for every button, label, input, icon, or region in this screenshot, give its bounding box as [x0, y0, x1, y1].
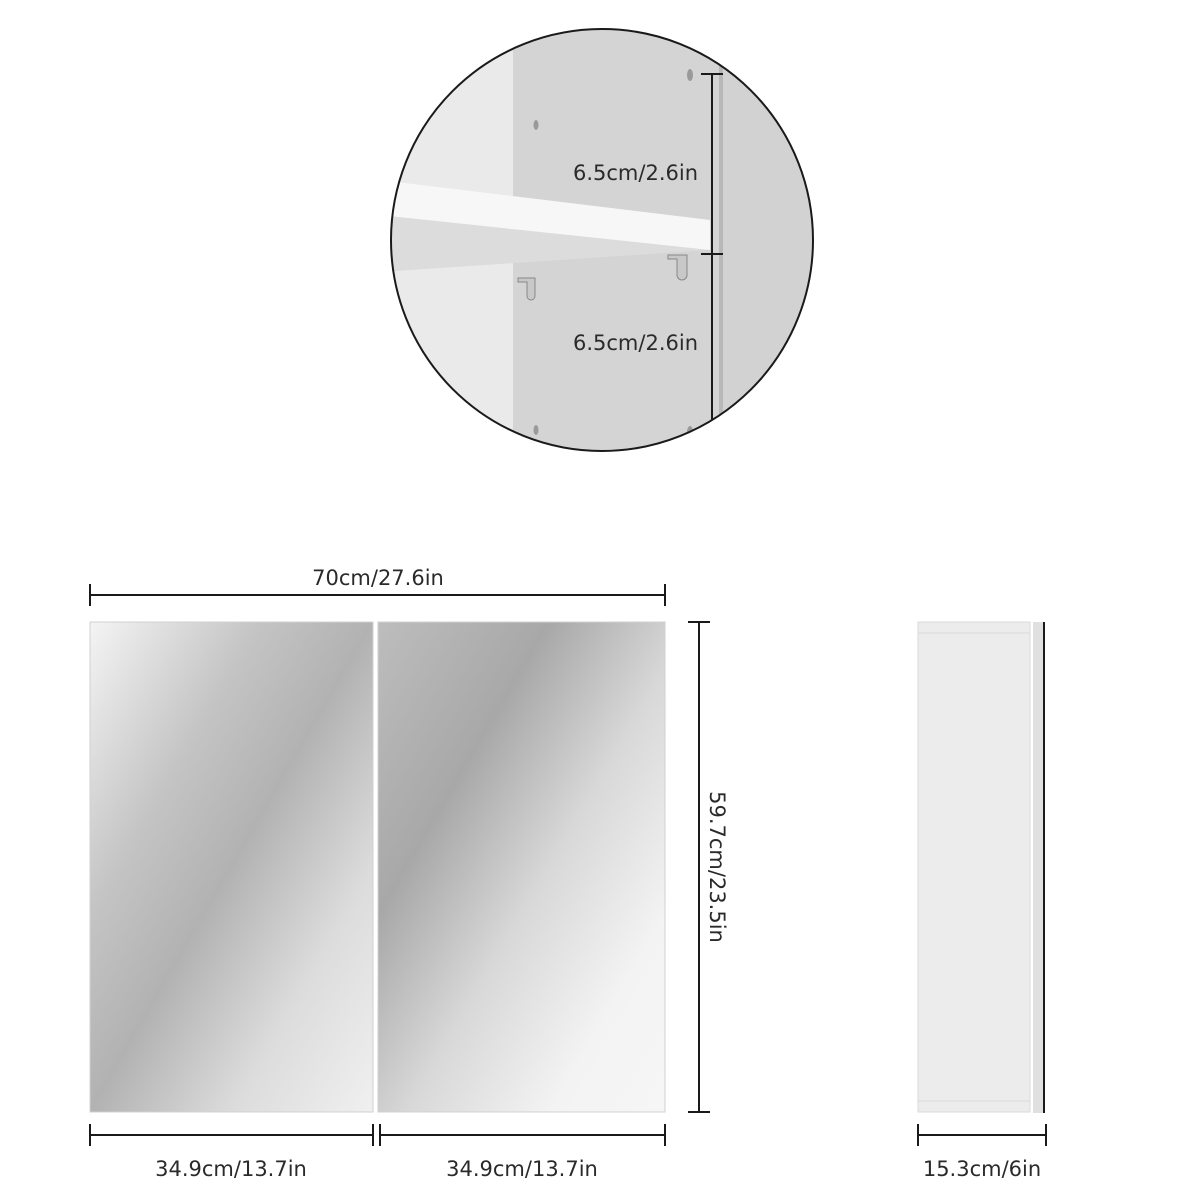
- door-width-dimension-lines: [89, 1124, 666, 1146]
- side-view: [917, 621, 1045, 1113]
- shelf-bracket-icon: [517, 254, 688, 301]
- shelf-gap-upper-label: 6.5cm/2.6in: [573, 161, 698, 185]
- shelf-underside: [391, 215, 710, 272]
- width-label: 70cm/27.6in: [312, 566, 444, 590]
- shelf-gap-lower-label: 6.5cm/2.6in: [573, 331, 698, 355]
- detail-circle-outline: [390, 28, 814, 452]
- right-door-width-label: 34.9cm/13.7in: [446, 1157, 598, 1181]
- door-edge: [723, 29, 813, 451]
- right-mirror-door: [377, 621, 666, 1113]
- left-mirror-door: [89, 621, 374, 1113]
- height-dimension-line: [688, 621, 710, 1113]
- depth-label: 15.3cm/6in: [923, 1157, 1041, 1181]
- width-dimension-line: [89, 584, 666, 606]
- left-door-width-label: 34.9cm/13.7in: [155, 1157, 307, 1181]
- shelf-detail-zoom: 6.5cm/2.6in 6.5cm/2.6in: [391, 29, 813, 451]
- depth-dimension-line: [917, 1124, 1047, 1146]
- height-label: 59.7cm/23.5in: [705, 791, 729, 943]
- shelf: [391, 180, 710, 250]
